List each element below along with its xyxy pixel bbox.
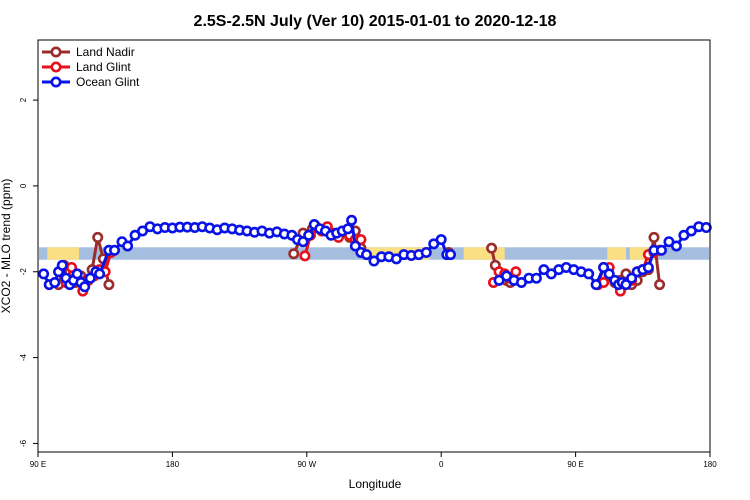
data-point-2-11 [84, 272, 96, 284]
x-tick-label-5: 180 [703, 460, 717, 469]
y-tick-label-3: 0 [19, 183, 28, 188]
legend-label-1: Land Glint [76, 60, 131, 74]
y-tick-label-4: 2 [19, 97, 28, 102]
data-point-0-34 [654, 279, 666, 291]
x-tick-label-3: 0 [439, 460, 444, 469]
legend-label-2: Ocean Glint [76, 75, 140, 89]
data-point-2-10 [79, 281, 91, 293]
y-tick-label-1: -4 [19, 353, 28, 361]
x-axis-title: Longitude [349, 477, 402, 491]
data-point-1-19 [355, 234, 367, 246]
chart-title: 2.5S-2.5N July (Ver 10) 2015-01-01 to 20… [194, 13, 557, 30]
legend-marker-2 [50, 76, 62, 88]
data-point-0-17 [486, 242, 498, 254]
data-point-0-10 [288, 248, 300, 260]
data-point-2-65 [445, 249, 457, 261]
data-point-2-2 [49, 276, 61, 288]
y-tick-label-0: -6 [19, 439, 28, 447]
data-point-2-78 [583, 268, 595, 280]
data-point-2-15 [109, 244, 121, 256]
data-point-2-80 [598, 261, 610, 273]
data-point-1-24 [510, 266, 522, 278]
y-tick-label-2: -2 [19, 268, 28, 276]
plot-frame [37, 39, 711, 453]
data-point-2-8 [71, 268, 83, 280]
x-tick-label-2: 90 W [297, 460, 316, 469]
data-point-2-91 [655, 244, 667, 256]
data-point-2-97 [700, 222, 712, 234]
y-axis-title: XCO2 - MLO trend (ppm) [0, 179, 13, 314]
data-point-2-71 [530, 272, 542, 284]
series-ocean-glint [38, 214, 712, 293]
data-point-2-85 [620, 279, 632, 291]
data-point-2-42 [303, 229, 315, 241]
data-point-2-79 [590, 279, 602, 291]
legend-marker-1 [50, 61, 62, 73]
data-point-2-53 [361, 249, 373, 261]
data-point-2-41 [297, 236, 309, 248]
data-point-2-89 [642, 261, 654, 273]
data-point-2-93 [670, 240, 682, 252]
data-point-2-61 [420, 246, 432, 258]
x-tick-label-0: 90 E [30, 460, 46, 469]
band-land-2 [463, 247, 505, 260]
x-tick-label-1: 180 [166, 460, 180, 469]
y-axis: -6 -4 -2 0 2 [19, 97, 38, 447]
data-point-0-33 [648, 231, 660, 243]
data-point-2-63 [435, 234, 447, 246]
data-point-2-50 [346, 214, 358, 226]
legend-label-0: Land Nadir [76, 45, 135, 59]
x-axis: 90 E 180 90 W 0 90 E 180 [30, 452, 717, 469]
data-point-1-1 [66, 261, 78, 273]
data-point-2-86 [626, 272, 638, 284]
data-point-2-0 [38, 268, 50, 280]
data-point-0-9 [103, 279, 115, 291]
series-layer [38, 214, 712, 297]
data-point-2-49 [342, 223, 354, 235]
band-land-0 [47, 247, 80, 260]
legend-marker-0 [50, 46, 62, 58]
data-point-1-9 [299, 250, 311, 262]
data-point-2-81 [603, 268, 615, 280]
x-tick-label-4: 90 E [567, 460, 583, 469]
data-point-2-13 [94, 268, 106, 280]
data-point-0-7 [92, 231, 104, 243]
data-point-2-17 [122, 240, 134, 252]
data-point-2-4 [56, 259, 68, 271]
band-land-3 [607, 247, 626, 260]
data-point-2-51 [349, 240, 361, 252]
